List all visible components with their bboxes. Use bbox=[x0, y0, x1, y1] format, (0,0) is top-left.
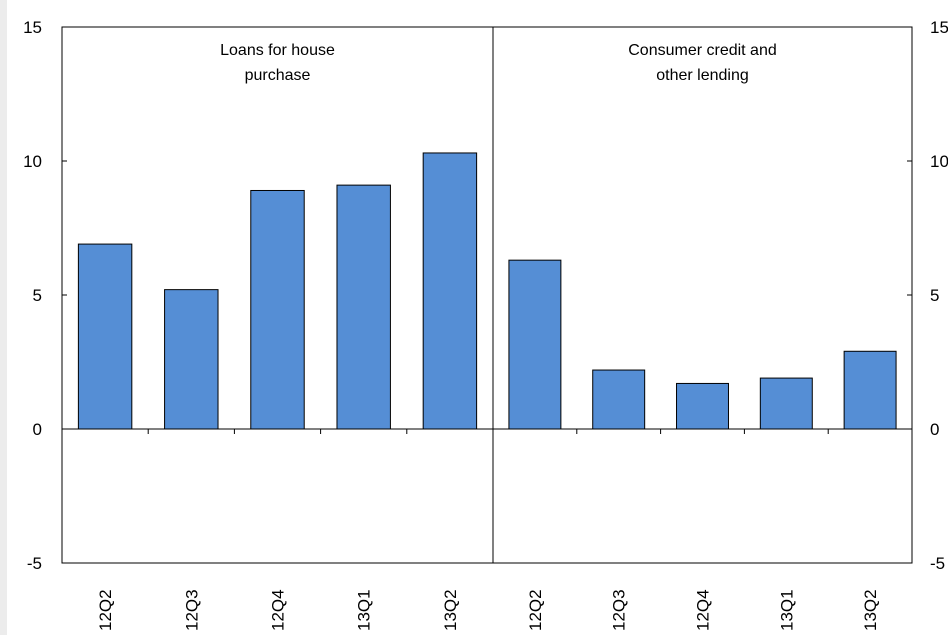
x-tick-label: 13Q1 bbox=[355, 589, 374, 631]
x-tick-label: 12Q2 bbox=[526, 589, 545, 631]
bar bbox=[336, 184, 391, 430]
bar bbox=[422, 152, 478, 430]
bar bbox=[250, 189, 305, 430]
bar bbox=[77, 243, 133, 430]
y-tick-label-left: -5 bbox=[27, 554, 42, 573]
bar bbox=[164, 289, 219, 430]
x-tick-label: 12Q4 bbox=[694, 589, 713, 631]
bar bbox=[508, 259, 562, 430]
y-tick-label-left: 10 bbox=[23, 152, 42, 171]
y-tick-label-left: 0 bbox=[33, 420, 42, 439]
x-tick-label: 13Q2 bbox=[441, 589, 460, 631]
x-tick-label: 13Q2 bbox=[861, 589, 880, 631]
bar bbox=[676, 382, 729, 430]
bars-group bbox=[77, 152, 897, 430]
axis-ticks bbox=[62, 26, 913, 564]
x-tick-label: 12Q4 bbox=[269, 589, 288, 631]
panel-titles: Loans for house purchase Consumer credit a… bbox=[220, 42, 777, 84]
y-tick-label-left: 5 bbox=[33, 286, 42, 305]
y-tick-label-right: 5 bbox=[930, 286, 939, 305]
y-tick-label-right: 0 bbox=[930, 420, 939, 439]
y-tick-label-right: -5 bbox=[930, 554, 945, 573]
x-axis-labels: 12Q2 12Q3 12Q4 13Q1 13Q2 12Q2 12Q3 12Q4 13Q1 13Q2 bbox=[96, 589, 880, 631]
y-tick-label-right: 10 bbox=[930, 152, 948, 171]
x-tick-label: 13Q1 bbox=[777, 589, 796, 631]
bar bbox=[759, 377, 813, 430]
y-tick-label-right: 15 bbox=[930, 18, 948, 37]
bar bbox=[843, 350, 897, 430]
panel-title: Loans for house bbox=[220, 42, 335, 59]
y-tick-label-left: 15 bbox=[23, 18, 42, 37]
x-tick-label: 12Q2 bbox=[96, 589, 115, 631]
panel-title: purchase bbox=[245, 67, 311, 84]
panel-title: Consumer credit and bbox=[628, 42, 777, 59]
left-edge-strip bbox=[0, 0, 7, 635]
y-axis-left-labels: 15 10 5 0 -5 bbox=[23, 18, 42, 573]
x-tick-label: 12Q3 bbox=[182, 589, 201, 631]
panel-title: other lending bbox=[656, 67, 749, 84]
bar bbox=[592, 369, 646, 430]
x-tick-label: 12Q3 bbox=[610, 589, 629, 631]
y-axis-right-labels: 15 10 5 0 -5 bbox=[930, 18, 948, 573]
